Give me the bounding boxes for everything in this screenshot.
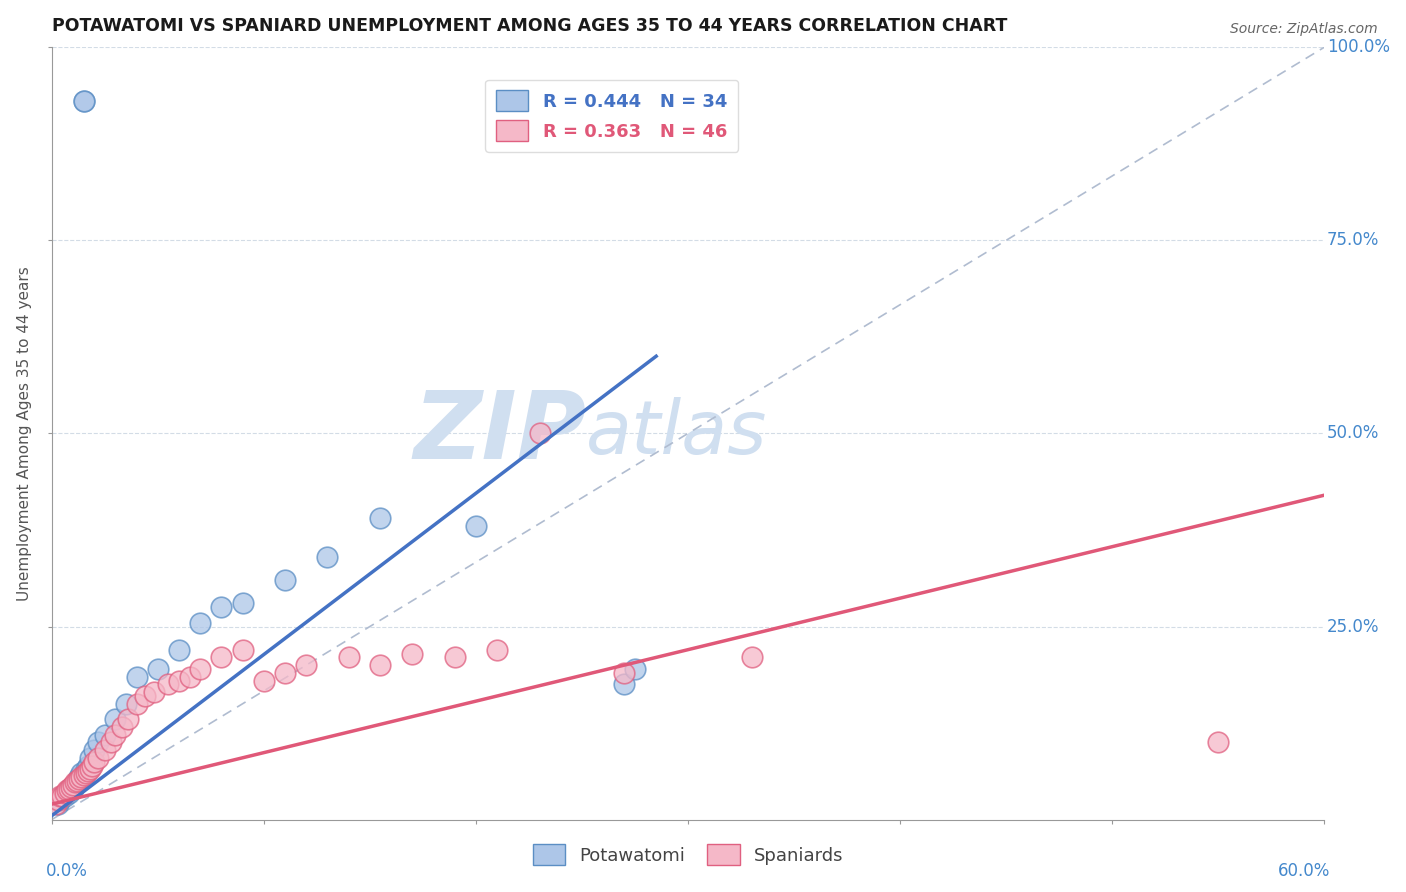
Point [49,789,72,804]
Point [1206,735,1229,749]
Point [79,751,101,765]
Point [51,789,73,804]
Text: Source: ZipAtlas.com: Source: ZipAtlas.com [1230,22,1378,37]
Point [72,768,94,782]
Point [624,662,647,676]
Point [443,650,465,665]
Point [55,783,77,797]
Point [62,781,84,796]
Point [104,728,127,742]
Text: ZIP: ZIP [413,387,586,479]
Point [75,766,97,780]
Point [87,751,110,765]
Point [741,650,763,665]
Point [76,764,98,778]
Point [79,763,101,777]
Point [370,658,392,673]
Point [59,781,82,796]
Point [72,95,94,109]
Point [274,665,297,680]
Point [63,775,86,789]
Point [51,789,73,804]
Point [70,766,93,780]
Text: 0.0%: 0.0% [45,862,87,880]
Text: 50.0%: 50.0% [1327,425,1379,442]
Text: atlas: atlas [586,398,768,469]
Point [253,673,276,688]
Point [486,642,509,657]
Point [94,728,117,742]
Point [613,677,636,691]
Point [274,573,297,587]
Point [529,426,551,441]
Point [104,712,127,726]
Point [157,677,180,691]
Point [67,772,90,787]
Point [46,793,69,807]
Point [75,763,97,777]
Point [49,793,72,807]
Point [83,743,105,757]
Point [82,758,104,772]
Point [72,95,94,109]
Point [67,770,90,784]
Text: 60.0%: 60.0% [1278,862,1330,880]
Point [45,797,67,811]
Point [66,773,89,788]
Point [613,665,636,680]
Point [62,778,84,792]
Point [167,642,190,657]
Point [125,697,148,711]
Point [53,785,76,799]
Text: 25.0%: 25.0% [1327,617,1379,635]
Point [167,673,190,688]
Y-axis label: Unemployment Among Ages 35 to 44 years: Unemployment Among Ages 35 to 44 years [17,266,32,601]
Point [87,735,110,749]
Point [401,647,423,661]
Point [76,758,98,772]
Point [117,712,139,726]
Point [111,720,134,734]
Point [134,689,156,703]
Point [115,697,138,711]
Point [59,780,82,794]
Point [94,743,117,757]
Point [337,650,360,665]
Point [179,670,201,684]
Point [58,781,80,796]
Text: 75.0%: 75.0% [1327,231,1379,250]
Point [295,658,318,673]
Text: 100.0%: 100.0% [1327,38,1389,56]
Text: POTAWATOMI VS SPANIARD UNEMPLOYMENT AMONG AGES 35 TO 44 YEARS CORRELATION CHART: POTAWATOMI VS SPANIARD UNEMPLOYMENT AMON… [52,17,1007,35]
Point [146,662,169,676]
Point [232,642,254,657]
Point [316,549,339,564]
Point [55,785,77,799]
Point [232,596,254,610]
Point [100,735,122,749]
Point [188,615,211,630]
Point [211,600,233,615]
Point [66,773,89,788]
Point [142,685,165,699]
Point [211,650,233,665]
Legend: Potawatomi, Spaniards: Potawatomi, Spaniards [526,837,851,872]
Point [83,755,105,769]
Point [53,789,76,804]
Point [370,511,392,525]
Point [58,785,80,799]
Point [46,797,69,811]
Point [70,770,93,784]
Point [188,662,211,676]
Point [125,670,148,684]
Point [464,519,486,533]
Point [63,778,86,792]
